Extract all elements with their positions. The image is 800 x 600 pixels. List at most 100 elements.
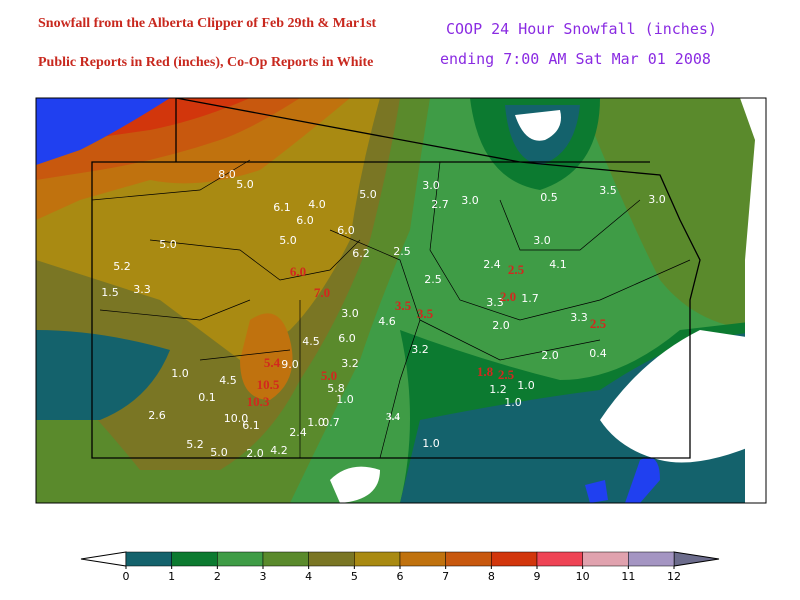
public-report: 10.5 (257, 377, 280, 392)
coop-report: 5.0 (279, 234, 297, 247)
coop-report: 0.5 (540, 191, 558, 204)
coop-report: 4.5 (219, 374, 237, 387)
colorbar-tick-label: 3 (260, 570, 267, 583)
colorbar-bin (308, 551, 355, 567)
coop-report: 2.5 (424, 273, 442, 286)
colorbar-tick-label: 9 (534, 570, 541, 583)
colorbar-tick-label: 10 (576, 570, 590, 583)
coop-report: 5.0 (159, 238, 177, 251)
coop-report: 2.0 (246, 447, 264, 460)
coop-report: 6.0 (296, 214, 314, 227)
public-report: 5.4 (264, 355, 281, 370)
coop-report: 4.1 (549, 258, 567, 271)
coop-report: 6.1 (273, 201, 291, 214)
coop-report: 0.7 (322, 416, 340, 429)
coop-report: 5.2 (186, 438, 204, 451)
colorbar-bin (125, 551, 172, 567)
public-report: 3.5 (395, 298, 412, 313)
coop-report: 6.2 (352, 247, 370, 260)
public-report: 7.0 (314, 285, 330, 300)
colorbar-tick-label: 11 (621, 570, 635, 583)
colorbar-bin (628, 551, 675, 567)
title: Snowfall from the Alberta Clipper of Feb… (38, 16, 377, 31)
coop-report: 2.7 (431, 198, 449, 211)
coop-report: 3.3 (486, 296, 504, 309)
colorbar-bin (354, 551, 401, 567)
colorbar-bin (399, 551, 446, 567)
coop-report: 1.0 (171, 367, 189, 380)
coop-report: 3.2 (411, 343, 429, 356)
coop-report: 1.0 (504, 396, 522, 409)
coop-report: 10.0 (224, 412, 249, 425)
coop-report: 0.1 (198, 391, 216, 404)
coop-report: 1.2 (489, 383, 507, 396)
subtitle: Public Reports in Red (inches), Co-Op Re… (38, 55, 373, 70)
colorbar-bin (491, 551, 538, 567)
subtitle: ending 7:00 AM Sat Mar 01 2008 (440, 50, 711, 68)
public-report: 2.0 (500, 289, 516, 304)
colorbar-tick-label: 0 (123, 570, 130, 583)
coop-report: 1.0 (422, 437, 440, 450)
colorbar-bin (445, 551, 492, 567)
colorbar-tick-label: 2 (214, 570, 221, 583)
coop-report: 1.0 (307, 416, 325, 429)
coop-report: 2.6 (148, 409, 166, 422)
coop-report: 2.0 (541, 349, 559, 362)
coop-report: 3.3 (570, 311, 588, 324)
coop-report: 2.4 (483, 258, 501, 271)
coop-report: 3.0 (341, 307, 359, 320)
coop-report: 3.0 (461, 194, 479, 207)
colorbar-above (673, 551, 720, 567)
coop-report: 6.0 (338, 332, 356, 345)
colorbar-tick-label: 6 (397, 570, 404, 583)
public-report: 2.5 (590, 316, 607, 331)
coop-report: 6.0 (337, 224, 355, 237)
colorbar-bin (171, 551, 218, 567)
coop-report: 4.0 (308, 198, 326, 211)
coop-report: 2.4 (289, 426, 307, 439)
colorbar-tick-label: 1 (168, 570, 175, 583)
coop-report: 1.0 (336, 393, 354, 406)
coop-report: 3.0 (533, 234, 551, 247)
public-report: 3.5 (417, 306, 434, 321)
coop-report: 5.0 (359, 188, 377, 201)
colorbar-tick-label: 8 (488, 570, 495, 583)
colorbar-bin (217, 551, 264, 567)
coop-report: 8.0 (218, 168, 236, 181)
colorbar-bin (262, 551, 309, 567)
coop-report: 3.3 (133, 283, 151, 296)
public-report: 2.5 (498, 367, 515, 382)
coop-report: 2.5 (393, 245, 411, 258)
coop-report: 3.2 (341, 357, 359, 370)
coop-report: 1.5 (101, 286, 119, 299)
public-report: 1.8 (477, 364, 494, 379)
coop-report: 3.0 (648, 193, 666, 206)
colorbar-tick-label: 7 (442, 570, 449, 583)
coop-report: 5.2 (113, 260, 131, 273)
coop-report: 1.7 (521, 292, 539, 305)
colorbar-bin (582, 551, 629, 567)
coop-report: 0.4 (589, 347, 607, 360)
colorbar-tick-label: 4 (305, 570, 312, 583)
colorbar-below (80, 551, 127, 567)
coop-report: 4.6 (378, 315, 396, 328)
coop-report: 1.0 (517, 379, 535, 392)
colorbar-tick-label: 12 (667, 570, 681, 583)
public-report: 2.5 (508, 262, 525, 277)
colorbar-bin (536, 551, 583, 567)
map (35, 97, 767, 504)
title: COOP 24 Hour Snowfall (inches) (446, 20, 717, 38)
coop-report: 2.0 (492, 319, 510, 332)
coop-report: 3.5 (599, 184, 617, 197)
coop-report: 3.4 (386, 411, 400, 423)
colorbar-tick-label: 5 (351, 570, 358, 583)
coop-report: 4.5 (302, 335, 320, 348)
coop-report: 6.1 (242, 419, 260, 432)
coop-report: 5.0 (210, 446, 228, 459)
public-report: 5.0 (321, 368, 337, 383)
public-report: 6.0 (290, 264, 306, 279)
coop-report: 5.0 (236, 178, 254, 191)
coop-report: 3.0 (422, 179, 440, 192)
coop-report: 4.2 (270, 444, 288, 457)
